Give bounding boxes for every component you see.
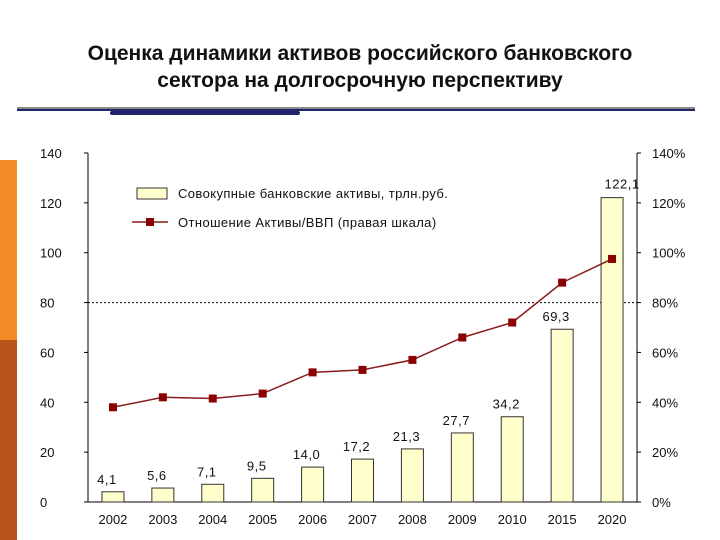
x-tick-label: 2002 — [98, 512, 127, 527]
x-tick-label: 2005 — [248, 512, 277, 527]
y-left-tick-label: 0 — [40, 495, 47, 510]
x-tick-label: 2006 — [298, 512, 327, 527]
y-right-tick-label: 60% — [652, 345, 678, 360]
y-right-tick-label: 120% — [652, 196, 686, 211]
bar — [351, 458, 374, 503]
y-left-tick-label: 100 — [40, 246, 62, 261]
x-tick-label: 2003 — [148, 512, 177, 527]
bar-data-label: 5,6 — [147, 468, 167, 483]
bar-data-label: 4,1 — [97, 472, 117, 487]
bar-data-label: 9,5 — [247, 458, 267, 473]
title-rule-navy — [17, 109, 695, 111]
bar — [151, 487, 175, 503]
legend-bar-label: Совокупные банковские активы, трлн.руб. — [178, 186, 448, 201]
ratio-marker — [158, 393, 167, 402]
legend-line-label: Отношение Активы/ВВП (правая шкала) — [178, 215, 437, 230]
legend-line-marker — [146, 218, 154, 226]
y-left-tick-label: 60 — [40, 345, 54, 360]
ratio-marker — [608, 254, 617, 263]
ratio-marker — [108, 403, 117, 412]
ratio-marker — [358, 365, 367, 374]
bar-data-label: 34,2 — [493, 397, 520, 412]
ratio-marker — [208, 394, 217, 403]
bar-data-label: 122,1 — [605, 177, 640, 192]
ratio-marker — [408, 355, 417, 364]
slide-title-line-2: сектора на долгосрочную перспективу — [157, 69, 563, 92]
bar-data-label: 14,0 — [293, 447, 320, 462]
bar — [301, 466, 325, 503]
y-left-tick-label: 40 — [40, 395, 54, 410]
y-right-tick-label: 80% — [652, 296, 678, 311]
y-right-tick-label: 20% — [652, 445, 678, 460]
ratio-marker — [558, 278, 567, 287]
x-tick-label: 2007 — [348, 512, 377, 527]
left-stripe-white — [0, 0, 17, 160]
left-stripe-brown — [0, 340, 17, 540]
bar-data-label: 21,3 — [393, 429, 420, 444]
left-stripe-orange — [0, 160, 17, 340]
x-tick-label: 2010 — [498, 512, 527, 527]
ratio-marker — [308, 368, 317, 377]
bar-data-label: 27,7 — [443, 413, 470, 428]
ratio-marker — [508, 318, 517, 327]
ratio-marker — [258, 389, 267, 398]
bar — [400, 448, 424, 503]
y-left-tick-label: 120 — [40, 196, 62, 211]
slide-title: Оценка динамики активов российского банк… — [20, 40, 700, 94]
ratio-marker — [458, 333, 467, 342]
y-left-tick-label: 140 — [40, 146, 62, 161]
title-rule-accent — [110, 111, 300, 115]
y-right-tick-label: 0% — [652, 495, 671, 510]
bar — [251, 477, 275, 503]
bar-data-label: 17,2 — [343, 439, 370, 454]
bar — [101, 491, 125, 503]
bar — [600, 197, 624, 503]
title-rule-gray — [17, 107, 695, 109]
bar — [500, 416, 524, 503]
x-tick-label: 2004 — [198, 512, 227, 527]
bar — [201, 483, 225, 503]
y-left-tick-label: 20 — [40, 445, 54, 460]
x-tick-label: 2015 — [548, 512, 577, 527]
x-tick-label: 2020 — [598, 512, 627, 527]
bar — [450, 432, 474, 503]
x-tick-label: 2009 — [448, 512, 477, 527]
slide-title-line-1: Оценка динамики активов российского банк… — [87, 42, 633, 65]
bar-data-label: 69,3 — [542, 309, 569, 324]
y-right-tick-label: 140% — [652, 146, 686, 161]
x-tick-label: 2008 — [398, 512, 427, 527]
ratio-line — [112, 258, 613, 409]
y-right-tick-label: 40% — [652, 395, 678, 410]
y-right-tick-label: 100% — [652, 246, 686, 261]
bar — [550, 328, 574, 503]
y-left-tick-label: 80 — [40, 296, 54, 311]
legend-bar-swatch — [136, 187, 168, 200]
bar-data-label: 7,1 — [197, 464, 217, 479]
